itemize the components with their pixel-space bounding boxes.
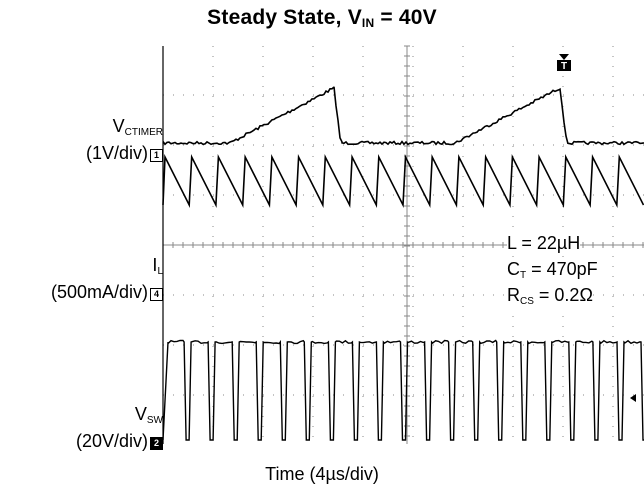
x-axis-label: Time (4µs/div)	[265, 464, 379, 484]
channel-label-vctimer: VCTIMER (1V/div) 1	[85, 116, 163, 163]
channel-label-vsw: VSW (20V/div) 2	[75, 404, 163, 451]
annotation-capacitance: CT = 470pF	[507, 257, 598, 288]
trace-vctimer	[162, 86, 644, 146]
trace-vsw	[162, 339, 644, 441]
chart-title: Steady State, VIN = 40V	[207, 6, 437, 30]
trigger-marker-icon: T	[557, 54, 571, 72]
trigger-marker-label: T	[561, 61, 567, 72]
scope-grid	[162, 45, 644, 444]
annotation-inductance: L = 22µH	[507, 231, 581, 256]
offscreen-arrow-icon	[630, 394, 636, 402]
trace-il	[162, 153, 644, 209]
annotation-sense-resistor: RCS = 0.2Ω	[507, 283, 593, 314]
channel-label-il: IL (500mA/div) 4	[50, 255, 163, 302]
